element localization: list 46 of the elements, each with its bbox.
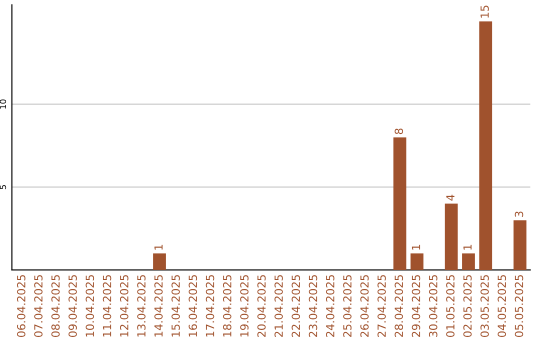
data-label: 4 [446, 194, 454, 201]
x-tick-label: 27.04.2025 [377, 275, 386, 337]
x-tick-label: 12.04.2025 [120, 275, 128, 337]
x-tick-label: 13.04.2025 [137, 275, 146, 337]
x-tick-label: 30.04.2025 [428, 275, 438, 337]
x-tick-label: 24.04.2025 [326, 275, 334, 337]
x-tick-label: 08.04.2025 [51, 275, 60, 338]
x-tick-label: 06.04.2025 [17, 275, 26, 338]
bar [410, 253, 424, 270]
x-tick-label: 11.04.2025 [102, 275, 112, 337]
x-tick-label: 03.05.2025 [480, 275, 489, 338]
y-tick-label: 10 [0, 99, 6, 109]
x-tick-label: 14.04.2025 [154, 275, 163, 337]
data-label: 1 [463, 244, 472, 250]
bar [444, 204, 458, 270]
x-tick-label: 26.04.2025 [360, 275, 369, 337]
x-tick-label: 25.04.2025 [343, 275, 352, 337]
x-tick-label: 01.05.2025 [446, 275, 455, 338]
bar [393, 137, 406, 270]
bar [514, 220, 526, 270]
x-tick-label: 19.04.2025 [240, 275, 249, 337]
x-tick-label: 22.04.2025 [292, 275, 300, 337]
x-tick-label: 23.04.2025 [308, 275, 318, 337]
x-tick-label: 02.05.2025 [463, 275, 472, 338]
x-tick-label: 05.05.2025 [514, 275, 524, 338]
x-tick-label: 29.04.2025 [412, 275, 420, 337]
x-tick-label: 15.04.2025 [171, 275, 180, 337]
data-label: 1 [154, 244, 163, 250]
x-tick-label: 17.04.2025 [206, 275, 214, 337]
x-tick-label: 09.04.2025 [68, 275, 77, 338]
x-tick-label: 16.04.2025 [188, 275, 198, 337]
x-tick-label: 04.05.2025 [498, 275, 506, 338]
bar [153, 253, 166, 270]
x-tick-label: 21.04.2025 [274, 275, 283, 337]
x-tick-label: 18.04.2025 [222, 275, 232, 337]
y-tick-label: 5 [0, 185, 6, 190]
data-label: 1 [412, 244, 420, 250]
x-tick-label: 28.04.2025 [394, 275, 404, 337]
data-label: 15 [480, 6, 489, 18]
bar [479, 21, 492, 270]
data-label: 3 [514, 212, 524, 217]
x-tick-label: 10.04.2025 [86, 275, 94, 337]
bar [462, 253, 475, 270]
x-tick-label: 20.04.2025 [257, 275, 266, 337]
data-label: 8 [394, 128, 404, 134]
x-tick-label: 07.04.2025 [34, 275, 43, 338]
